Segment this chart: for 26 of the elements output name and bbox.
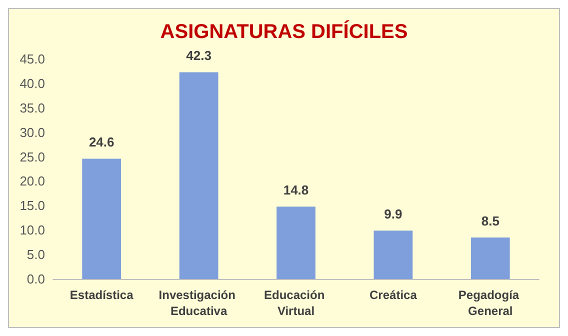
x-tick-label: Estadística bbox=[70, 288, 134, 302]
data-label: 8.5 bbox=[481, 213, 500, 228]
x-tick-label: Creática bbox=[370, 288, 418, 302]
y-tick-label: 35.0 bbox=[20, 100, 45, 116]
bar bbox=[82, 158, 122, 279]
chart-title: ASIGNATURAS DIFÍCILES bbox=[160, 20, 408, 43]
data-label: 42.3 bbox=[186, 48, 212, 64]
x-tick-label: Educación Virtual bbox=[264, 288, 328, 318]
bar bbox=[276, 206, 316, 279]
y-tick-label: 45.0 bbox=[20, 52, 45, 66]
y-tick-label: 0.0 bbox=[26, 272, 45, 286]
x-tick-label: Investigación Educativa bbox=[158, 288, 239, 318]
data-label: 9.9 bbox=[384, 206, 402, 222]
bar bbox=[179, 72, 218, 279]
data-label: 14.8 bbox=[283, 182, 309, 198]
y-tick-label: 20.0 bbox=[20, 174, 45, 189]
y-tick-label: 40.0 bbox=[20, 76, 45, 91]
y-tick-label: 15.0 bbox=[20, 198, 45, 214]
y-tick-label: 25.0 bbox=[20, 149, 45, 164]
bar bbox=[374, 230, 413, 279]
y-tick-label: 5.0 bbox=[26, 247, 45, 262]
data-label: 24.6 bbox=[88, 134, 114, 150]
y-tick-label: 30.0 bbox=[20, 124, 45, 140]
bar bbox=[470, 237, 510, 279]
y-tick-label: 10.0 bbox=[20, 222, 45, 238]
x-tick-label: Pegadogía General bbox=[458, 288, 522, 318]
